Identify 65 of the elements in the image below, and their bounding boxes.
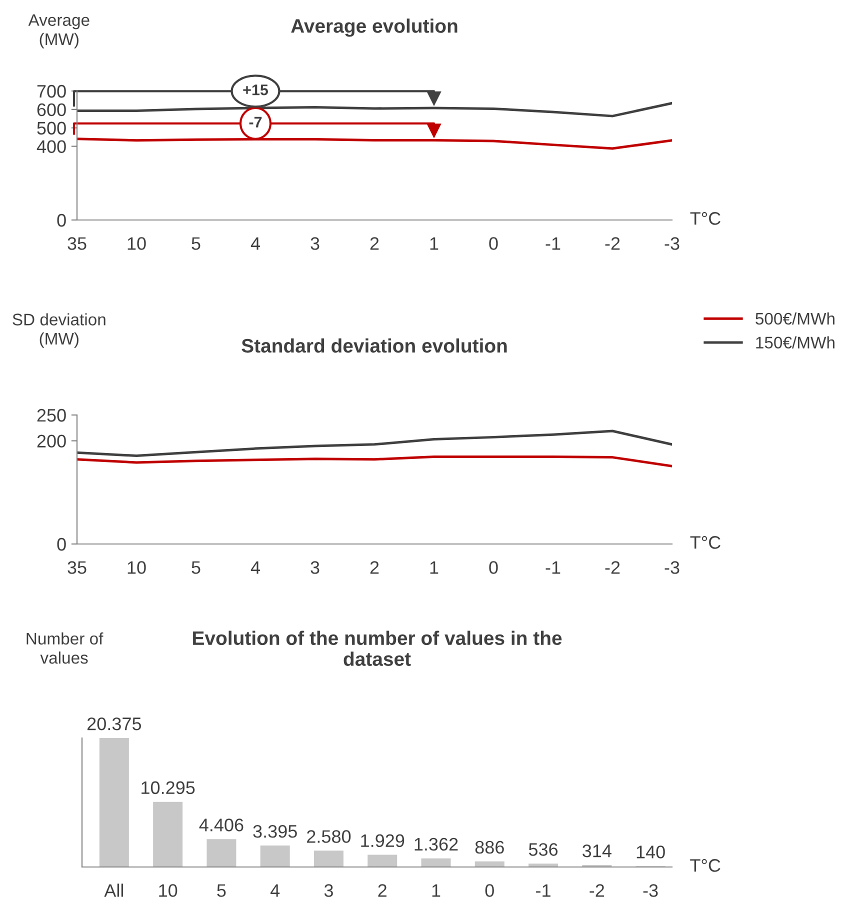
x-tick-label: -2 bbox=[605, 561, 620, 574]
x-tick-label: 3 bbox=[310, 561, 320, 574]
x-tick-label: 10 bbox=[128, 237, 146, 250]
y-axis-title: SD deviation (MW) bbox=[12, 313, 106, 348]
x-tick-label: 3 bbox=[324, 884, 333, 897]
x-tick-label: -3 bbox=[643, 884, 658, 897]
y-tick-label: 500 bbox=[37, 122, 66, 135]
x-tick-label: 5 bbox=[192, 237, 200, 250]
x-tick-label: -2 bbox=[605, 237, 620, 250]
x-tick-label: -2 bbox=[590, 884, 604, 897]
x-tick-label: 10 bbox=[128, 561, 146, 574]
y-tick-label: 0 bbox=[57, 538, 66, 551]
x-tick-label: 4 bbox=[270, 884, 280, 897]
x-tick-label: 5 bbox=[217, 884, 226, 897]
data-label: 4.406 bbox=[199, 818, 244, 832]
x-tick-label: 2 bbox=[370, 237, 379, 250]
y-tick-label: 400 bbox=[36, 140, 66, 154]
x-tick-label: 3 bbox=[310, 237, 320, 250]
chart-title: Standard deviation evolution bbox=[242, 338, 507, 353]
x-tick-label: 35 bbox=[68, 237, 86, 250]
y-tick-label: 200 bbox=[37, 434, 66, 448]
chart-title: Average evolution bbox=[291, 18, 458, 37]
data-label: 140 bbox=[636, 846, 665, 858]
x-tick-label: 1 bbox=[432, 884, 440, 897]
legend-label: 150€/MWh bbox=[756, 336, 834, 349]
x-axis-title: T°C bbox=[690, 536, 720, 549]
x-tick-label: 0 bbox=[489, 237, 498, 250]
data-label: 886 bbox=[475, 840, 504, 854]
annotation: +15 bbox=[243, 84, 268, 96]
data-label: 10.295 bbox=[142, 781, 195, 794]
chart-title: Evolution of the number of values in the dataset bbox=[193, 630, 562, 666]
data-label: 2.580 bbox=[307, 830, 351, 843]
x-tick-label: 4 bbox=[250, 237, 260, 250]
legend-label: 500€/MWh bbox=[756, 312, 834, 325]
y-axis-title: Average (MW) bbox=[28, 14, 90, 48]
y-tick-label: 600 bbox=[37, 103, 66, 116]
x-tick-label: 1 bbox=[430, 237, 438, 250]
annotation: -7 bbox=[249, 116, 262, 128]
y-tick-label: 250 bbox=[37, 408, 66, 422]
x-tick-label: 0 bbox=[485, 884, 494, 897]
y-axis-title: Number of values bbox=[26, 632, 104, 664]
x-tick-label: 5 bbox=[192, 561, 200, 574]
x-tick-label: 2 bbox=[370, 561, 379, 574]
x-axis-title: T°C bbox=[690, 212, 720, 225]
x-tick-label: -1 bbox=[546, 237, 560, 250]
x-axis-title: T°C bbox=[690, 859, 720, 872]
data-label: 3.395 bbox=[253, 824, 297, 838]
x-tick-label: -3 bbox=[664, 237, 680, 250]
x-tick-label: -1 bbox=[536, 884, 550, 897]
data-label: 20.375 bbox=[87, 717, 142, 730]
x-tick-label: 4 bbox=[250, 561, 260, 574]
x-tick-label: -1 bbox=[546, 561, 560, 574]
data-label: 314 bbox=[582, 844, 612, 858]
data-label: 536 bbox=[528, 843, 558, 856]
x-tick-label: All bbox=[104, 884, 124, 897]
x-tick-label: -3 bbox=[664, 561, 680, 574]
data-label: 1.929 bbox=[361, 834, 404, 848]
data-label: 1.362 bbox=[414, 838, 458, 851]
x-tick-label: 1 bbox=[430, 561, 438, 574]
x-tick-label: 2 bbox=[378, 884, 386, 897]
y-tick-label: 700 bbox=[37, 84, 66, 98]
x-tick-label: 35 bbox=[68, 561, 86, 574]
x-tick-label: 0 bbox=[489, 561, 498, 574]
y-tick-label: 0 bbox=[57, 214, 66, 227]
x-tick-label: 10 bbox=[159, 884, 178, 897]
